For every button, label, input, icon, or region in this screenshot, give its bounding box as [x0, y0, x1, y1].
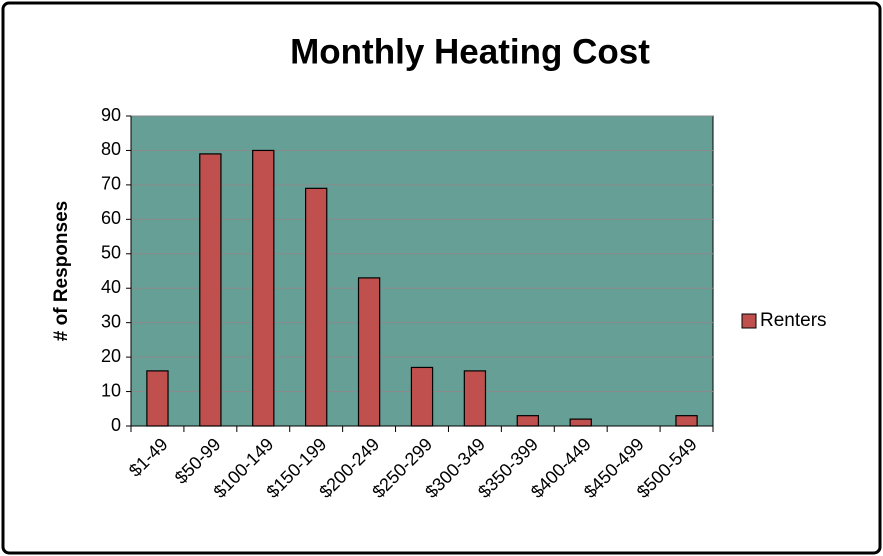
bar: [199, 153, 222, 427]
legend-swatch: [741, 313, 757, 329]
bar: [305, 187, 328, 427]
chart-title: Monthly Heating Cost: [290, 32, 650, 71]
bar: [410, 366, 434, 427]
y-tick-label: 90: [101, 105, 121, 125]
bar: [569, 418, 592, 427]
bar: [516, 415, 540, 427]
bar: [357, 277, 381, 427]
y-tick-label: 60: [101, 208, 121, 228]
bar: [675, 415, 698, 427]
y-tick-label: 10: [101, 380, 121, 400]
bar: [146, 370, 169, 427]
y-tick-label: 80: [101, 139, 121, 159]
y-axis-label: # of Responses: [51, 201, 72, 341]
y-tick-label: 0: [111, 415, 121, 435]
bar: [463, 370, 487, 427]
y-tick-label: 20: [101, 346, 121, 366]
y-tick-label: 40: [101, 277, 121, 297]
y-tick-label: 50: [101, 243, 121, 263]
y-tick-label: 70: [101, 174, 121, 194]
bar: [252, 149, 275, 427]
legend-label: Renters: [760, 310, 827, 331]
y-tick-label: 30: [101, 311, 121, 331]
